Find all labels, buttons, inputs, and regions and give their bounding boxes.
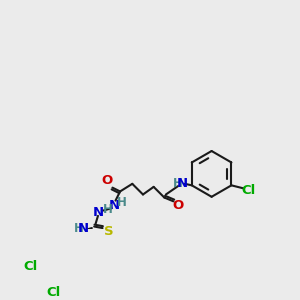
Text: H: H	[103, 203, 113, 216]
Text: N: N	[177, 177, 188, 190]
Text: N: N	[108, 199, 120, 212]
Text: H: H	[74, 222, 84, 235]
Text: Cl: Cl	[242, 184, 256, 197]
Text: Cl: Cl	[46, 286, 61, 299]
Text: H: H	[173, 177, 183, 190]
Text: O: O	[101, 174, 113, 187]
Text: Cl: Cl	[23, 260, 37, 273]
Text: O: O	[172, 200, 184, 212]
Text: N: N	[93, 206, 104, 219]
Text: N: N	[78, 222, 89, 235]
Text: S: S	[104, 225, 113, 239]
Text: H: H	[117, 196, 127, 209]
